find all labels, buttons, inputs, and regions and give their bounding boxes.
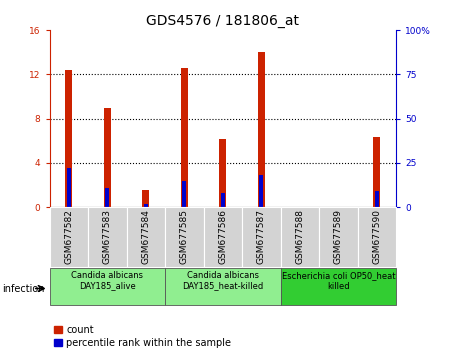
Bar	[144, 204, 148, 207]
FancyBboxPatch shape	[50, 268, 165, 306]
Text: GSM677587: GSM677587	[257, 209, 266, 264]
Title: GDS4576 / 181806_at: GDS4576 / 181806_at	[146, 14, 299, 28]
Bar	[104, 108, 111, 207]
Text: GSM677590: GSM677590	[372, 209, 381, 264]
Text: GSM677586: GSM677586	[218, 209, 227, 264]
Text: GSM677584: GSM677584	[141, 209, 150, 264]
FancyBboxPatch shape	[280, 268, 396, 306]
FancyBboxPatch shape	[242, 207, 280, 267]
Text: Escherichia coli OP50_heat
killed: Escherichia coli OP50_heat killed	[282, 271, 395, 291]
FancyBboxPatch shape	[126, 207, 165, 267]
Bar	[221, 193, 225, 207]
FancyBboxPatch shape	[319, 207, 357, 267]
Text: Candida albicans
DAY185_alive: Candida albicans DAY185_alive	[71, 271, 143, 291]
FancyBboxPatch shape	[280, 207, 319, 267]
Bar	[258, 52, 265, 207]
Bar	[142, 190, 149, 207]
FancyBboxPatch shape	[165, 268, 280, 306]
Bar	[67, 168, 71, 207]
FancyBboxPatch shape	[203, 207, 242, 267]
FancyBboxPatch shape	[88, 207, 126, 267]
Bar	[181, 68, 188, 207]
Text: GSM677585: GSM677585	[180, 209, 189, 264]
FancyBboxPatch shape	[165, 207, 203, 267]
Text: GSM677582: GSM677582	[64, 209, 73, 264]
Bar	[65, 70, 72, 207]
Bar	[375, 191, 379, 207]
Bar	[259, 175, 263, 207]
FancyBboxPatch shape	[50, 207, 88, 267]
Text: GSM677589: GSM677589	[334, 209, 343, 264]
Text: Candida albicans
DAY185_heat-killed: Candida albicans DAY185_heat-killed	[182, 271, 263, 291]
Text: GSM677583: GSM677583	[103, 209, 112, 264]
FancyBboxPatch shape	[357, 207, 396, 267]
Bar	[182, 181, 186, 207]
Legend: count, percentile rank within the sample: count, percentile rank within the sample	[54, 325, 231, 348]
Text: GSM677588: GSM677588	[295, 209, 304, 264]
Bar	[374, 137, 380, 207]
Text: infection: infection	[2, 284, 45, 293]
Bar	[105, 188, 109, 207]
Bar	[219, 138, 226, 207]
